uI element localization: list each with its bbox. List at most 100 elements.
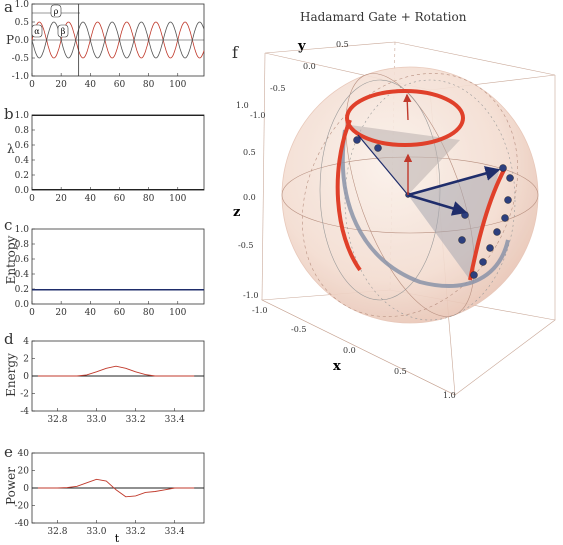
marker-beta-label: β — [61, 27, 66, 36]
panel-e: 40 20 0 -20 -40 32.8 33.0 33.2 33.4 t — [15, 449, 205, 545]
panel-a-yticks: 1.0 0.5 0.0 -0.5 -1.0 — [12, 0, 35, 82]
x-tick-label: 100 — [169, 194, 186, 204]
y-tick-label: 2 — [23, 355, 29, 365]
axis-label-x: x — [333, 359, 341, 374]
series-a-red — [31, 21, 205, 59]
x-tick-label: 100 — [169, 80, 186, 90]
x-tick-labels: -1.0 -0.5 0.0 0.5 1.0 — [252, 306, 456, 400]
series-e-power — [37, 478, 195, 498]
y-tick-label: 0 — [23, 372, 29, 382]
series-d-energy — [37, 365, 195, 377]
panel-c-xticks: 0 20 40 60 80 100 — [29, 301, 187, 318]
series-a-grey — [31, 21, 205, 59]
y-tick-label: -20 — [15, 502, 30, 512]
axis-label-z: z — [233, 205, 240, 220]
y-tick-label: -2 — [20, 390, 29, 400]
y-tick-label: 1.0 — [15, 0, 30, 10]
y-tick: -0.5 — [270, 84, 285, 93]
panel-b: 1.0 0.8 0.6 0.4 0.2 0.0 0 20 40 60 80 100 — [15, 111, 205, 204]
z-tick: 1.0 — [236, 101, 249, 110]
x-tick: -1.0 — [252, 306, 267, 315]
x-tick-label: 80 — [143, 194, 155, 204]
panel-b-frame — [31, 114, 205, 191]
y-tick-label: -0.5 — [12, 54, 30, 64]
z-tick: 0.0 — [243, 193, 256, 202]
x-tick-label: 0 — [29, 80, 35, 90]
x-tick-label: 40 — [85, 80, 97, 90]
y-tick-label: 0.8 — [15, 126, 30, 136]
marker-beta: β — [57, 24, 69, 38]
y-tick-label: 0.2 — [15, 285, 29, 295]
ylabel-a: P — [6, 33, 15, 47]
x-tick-label: 0 — [29, 308, 35, 318]
x-tick-label: 40 — [85, 194, 97, 204]
panel-letter-a: a — [4, 0, 13, 16]
z-tick: 0.5 — [243, 148, 256, 157]
y-tick-label: -1.0 — [12, 72, 30, 82]
bloch-sphere-chart: x y z -1.0 -0.5 0.0 0.5 1.0 0.5 0.0 -0.5… — [233, 39, 556, 400]
y-tick: 0.5 — [336, 40, 349, 49]
panel-d-xticks: 32.8 33.0 33.2 33.4 — [47, 408, 185, 425]
panel-c-yticks: 1.0 0.8 0.6 0.4 0.2 0.0 — [15, 225, 35, 310]
y-tick-label: 0.0 — [15, 36, 30, 46]
y-tick: 0.0 — [303, 62, 316, 71]
panel-e-xticks: 32.8 33.0 33.2 33.4 — [47, 520, 185, 537]
y-tick-label: 0.5 — [15, 18, 30, 28]
panel-letter-f: f — [232, 43, 238, 62]
x-tick-label: 33.0 — [86, 415, 106, 425]
left-charts: 1.00.50.0-0.5-1.0 0 20 40 60 80 100 α ρ β 1.0… — [12, 0, 205, 545]
x-tick-label: 33.2 — [126, 527, 146, 537]
y-tick-label: -40 — [15, 519, 30, 529]
x-tick-label: 80 — [143, 80, 155, 90]
panel-a: 1.0 0.5 0.0 -0.5 -1.0 0 20 40 60 80 100 α ρ β — [12, 0, 205, 90]
chart-title-f: Hadamard Gate + Rotation — [300, 10, 467, 24]
y-tick-label: 0.6 — [15, 141, 30, 151]
y-tick-label: 1.0 — [15, 111, 30, 121]
x-tick-label: 0 — [29, 194, 35, 204]
marker-rho: ρ — [50, 4, 62, 18]
x-tick-label: 20 — [55, 308, 67, 318]
xlabel-e: t — [115, 532, 120, 545]
y-tick-label: 0.2 — [15, 171, 29, 181]
marker-alpha: α — [31, 24, 43, 38]
y-tick-label: 40 — [18, 449, 30, 459]
y-tick-label: 1.0 — [15, 225, 30, 235]
panel-c-frame — [31, 228, 205, 305]
x-tick-label: 100 — [169, 308, 186, 318]
y-tick-label: 0.8 — [15, 240, 30, 250]
ylabel-b: λ — [7, 142, 15, 156]
x-tick-label: 40 — [85, 308, 97, 318]
x-tick-label: 20 — [55, 194, 67, 204]
x-tick: 1.0 — [443, 391, 456, 400]
panel-d-yticks: 4 2 0 -2 -4 — [20, 337, 35, 417]
panel-a-xticks: 0 20 40 60 80 100 — [29, 73, 187, 90]
x-tick-label: 33.4 — [165, 415, 185, 425]
y-tick-label: 0.0 — [15, 300, 30, 310]
x-tick: 0.0 — [343, 346, 356, 355]
x-tick-label: 60 — [114, 194, 126, 204]
z-tick-labels: -1.0 -0.5 0.0 0.5 1.0 — [236, 101, 258, 300]
panel-letter-c: c — [4, 216, 13, 234]
y-tick-label: 0.4 — [15, 156, 30, 166]
z-tick: -0.5 — [238, 241, 253, 250]
x-tick-label: 60 — [114, 80, 126, 90]
y-tick-labels: 0.5 0.0 -0.5 -1.0 — [250, 40, 349, 120]
x-tick-label: 33.4 — [165, 527, 185, 537]
y-tick-label: 4 — [23, 337, 29, 347]
x-tick: 0.5 — [394, 367, 407, 376]
z-tick: -1.0 — [243, 291, 258, 300]
y-tick-label: 0.6 — [15, 255, 30, 265]
trajectory-grey — [340, 129, 510, 288]
panel-letter-d: d — [4, 330, 14, 348]
x-tick: -0.5 — [291, 325, 306, 334]
y-tick-label: 0 — [23, 484, 29, 494]
panel-letter-e: e — [4, 443, 13, 461]
x-tick-label: 32.8 — [47, 415, 67, 425]
marker-alpha-label: α — [34, 27, 40, 36]
panel-c: 1.0 0.8 0.6 0.4 0.2 0.0 0 20 40 60 80 100 — [15, 225, 205, 318]
x-tick-label: 20 — [55, 80, 67, 90]
x-tick-label: 32.8 — [47, 527, 67, 537]
y-tick-label: 0.0 — [15, 186, 30, 196]
x-tick-label: 33.2 — [126, 415, 146, 425]
x-tick-label: 33.0 — [86, 527, 106, 537]
